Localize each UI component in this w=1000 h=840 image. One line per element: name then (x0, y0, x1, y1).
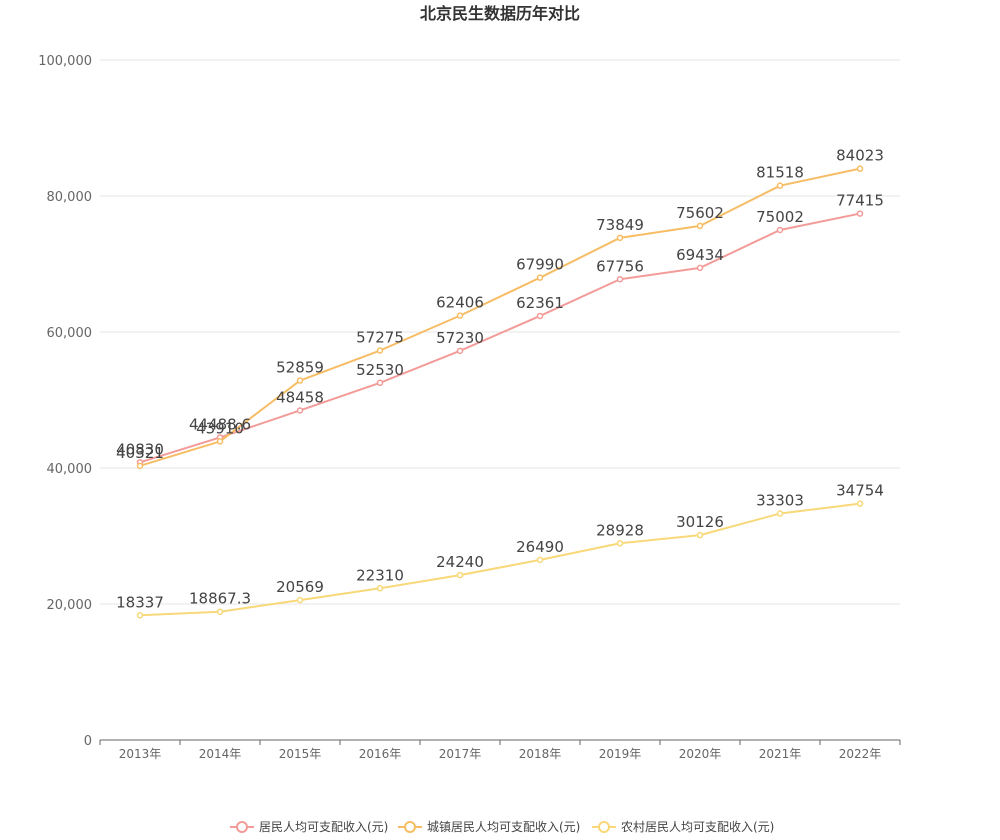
data-labels: 40830 44488.6 48458 52530 57230 62361 67756 694… (116, 147, 884, 612)
x-tick-label: 2015年 (279, 747, 322, 761)
series-lines (136, 165, 864, 619)
data-label: 33303 (756, 492, 804, 510)
data-point (456, 571, 464, 579)
legend-marker-icon (404, 821, 416, 833)
y-tick-label: 40,000 (47, 462, 93, 477)
legend-label: 城镇居民人均可支配收入(元) (427, 820, 580, 834)
y-tick-label: 60,000 (47, 326, 93, 341)
data-point (376, 379, 384, 387)
data-point (856, 165, 864, 172)
y-tick-label: 100,000 (38, 54, 92, 69)
data-point (136, 462, 144, 470)
data-label: 75002 (756, 208, 804, 226)
chart-title: 北京民生数据历年对比 (420, 4, 580, 23)
data-label: 52530 (356, 361, 404, 379)
data-point (296, 377, 304, 384)
data-point (216, 608, 224, 615)
y-tick-label: 20,000 (47, 598, 93, 613)
data-point (136, 612, 144, 619)
data-label: 43910 (196, 419, 244, 437)
x-tick-label: 2022年 (839, 747, 882, 761)
data-label: 18867.3 (189, 590, 251, 608)
data-label: 18337 (116, 593, 164, 611)
data-label: 30126 (676, 513, 724, 531)
data-point (536, 556, 544, 564)
data-point (536, 274, 544, 281)
data-label: 77415 (836, 192, 884, 210)
data-point (856, 500, 864, 507)
data-label: 62406 (436, 294, 484, 312)
legend-label: 农村居民人均可支配收入(元) (621, 820, 774, 834)
data-point (696, 222, 704, 230)
data-label: 48458 (276, 388, 324, 406)
data-point (456, 312, 464, 319)
data-label: 40830 (116, 440, 164, 458)
y-tick-label: 0 (84, 734, 92, 749)
grid-lines (100, 59, 900, 605)
data-point (376, 585, 384, 592)
data-point (536, 312, 544, 320)
data-label: 22310 (356, 566, 404, 584)
legend-item[interactable]: 城镇居民人均可支配收入(元) (398, 820, 580, 834)
data-point (216, 438, 224, 445)
data-label: 57230 (436, 329, 484, 347)
data-point (776, 226, 784, 234)
data-point (616, 234, 624, 242)
data-point (296, 407, 304, 414)
data-label: 84023 (836, 147, 884, 165)
data-label: 75602 (676, 204, 724, 222)
axes: 0 20,000 40,000 60,000 80,000 100,000 2013年 201… (38, 54, 901, 761)
data-label: 67756 (596, 257, 644, 275)
x-tick-label: 2021年 (759, 747, 802, 761)
x-tick-label: 2013年 (119, 747, 162, 761)
data-point (616, 276, 624, 283)
legend-item[interactable]: 居民人均可支配收入(元) (230, 820, 388, 834)
series-line (139, 212, 861, 464)
data-label: 62361 (516, 294, 564, 312)
data-label: 57275 (356, 329, 404, 347)
data-point (856, 210, 864, 217)
data-label: 34754 (836, 482, 884, 500)
data-point (776, 510, 784, 517)
data-point (616, 540, 624, 547)
x-tick-label: 2020年 (679, 747, 722, 761)
data-label: 24240 (436, 553, 484, 571)
x-tick-label: 2014年 (199, 747, 242, 761)
legend-item[interactable]: 农村居民人均可支配收入(元) (592, 820, 774, 834)
legend-marker-icon (598, 821, 610, 833)
legend-marker-icon (236, 821, 248, 833)
data-point (776, 182, 784, 189)
series-line (139, 502, 861, 617)
data-label: 69434 (676, 246, 724, 264)
data-label: 40321 (116, 444, 164, 462)
legend[interactable]: 居民人均可支配收入(元) 城镇居民人均可支配收入(元) 农村居民人均可支配收入(元) (230, 820, 774, 834)
data-point (456, 347, 464, 355)
legend-label: 居民人均可支配收入(元) (259, 820, 388, 834)
y-tick-label: 80,000 (47, 190, 93, 205)
data-point (296, 596, 304, 604)
data-label: 52859 (276, 359, 324, 377)
data-label: 20569 (276, 578, 324, 596)
data-point (696, 531, 704, 539)
data-label: 67990 (516, 256, 564, 274)
data-label: 28928 (596, 521, 644, 539)
x-tick-label: 2019年 (599, 747, 642, 761)
x-tick-label: 2017年 (439, 747, 482, 761)
data-label: 44488.6 (189, 415, 251, 433)
data-point (376, 347, 384, 354)
x-tick-label: 2016年 (359, 747, 402, 761)
data-label: 26490 (516, 538, 564, 556)
series-line (139, 167, 861, 467)
data-label: 73849 (596, 216, 644, 234)
data-label: 81518 (756, 164, 804, 182)
data-point (696, 264, 704, 272)
x-tick-label: 2018年 (519, 747, 562, 761)
